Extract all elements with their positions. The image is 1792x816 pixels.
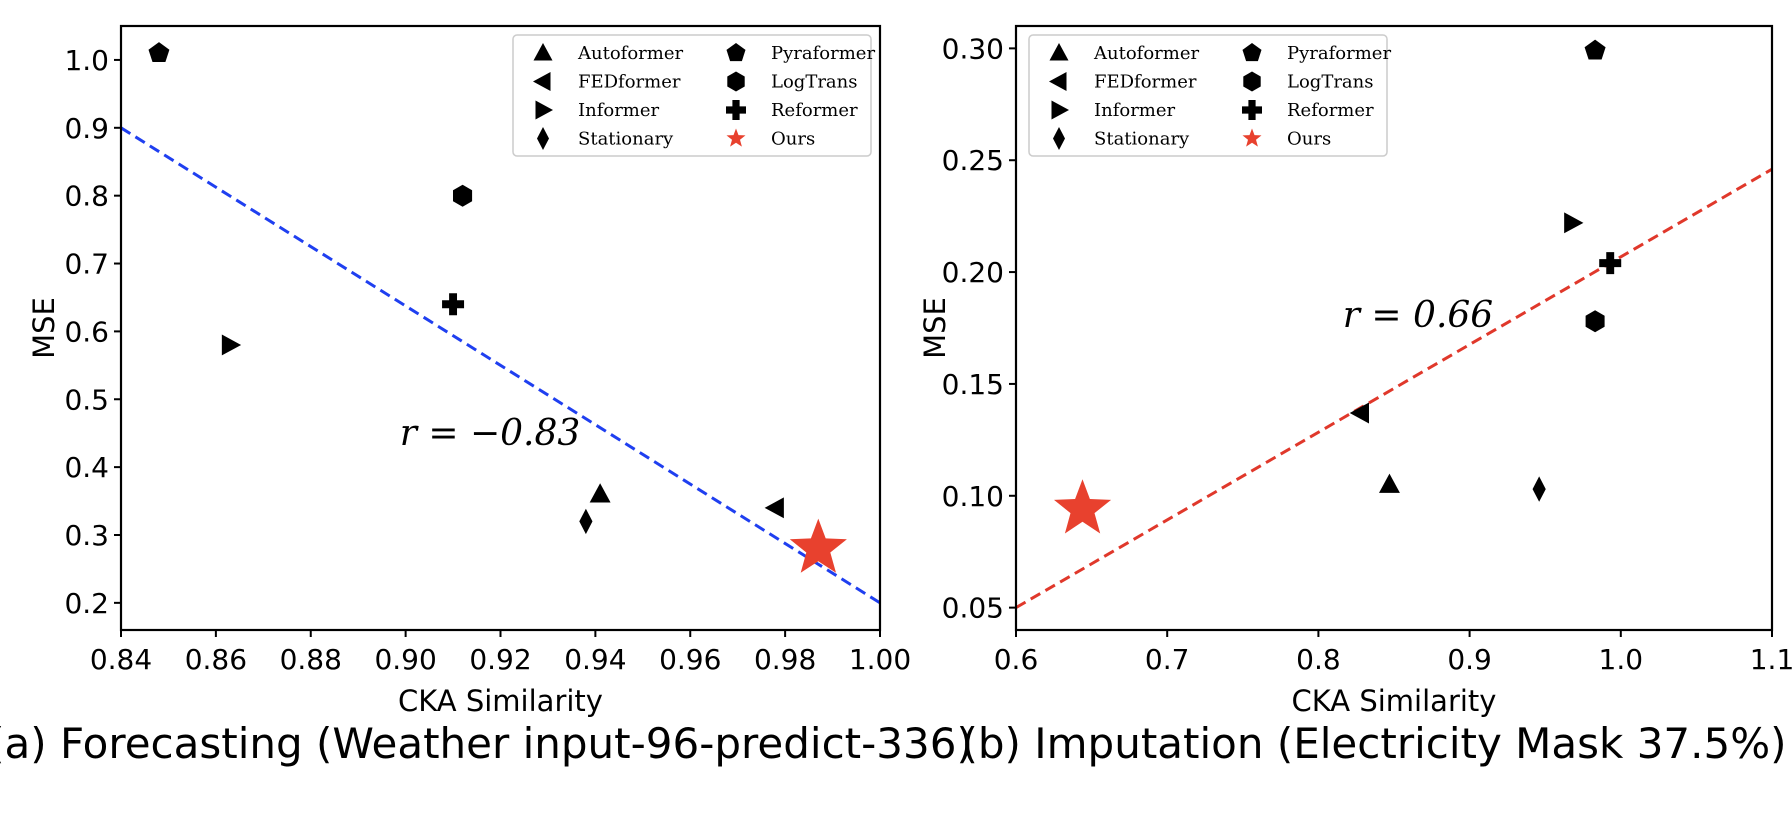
x-tick-label: 1.1 [1750, 643, 1792, 676]
legend-informer-icon [1051, 100, 1069, 120]
legend-pyraformer-icon [726, 43, 746, 62]
legend-label: Informer [578, 100, 660, 121]
x-tick-label: 0.7 [1145, 643, 1190, 676]
point-ours [789, 518, 847, 573]
y-axis-label: MSE [27, 297, 61, 359]
x-tick-label: 0.94 [564, 643, 626, 676]
point-informer [221, 334, 242, 356]
x-tick-label: 0.90 [374, 643, 436, 676]
point-autoformer [1379, 473, 1400, 493]
point-pyraformer [148, 42, 170, 62]
chart-caption: (b) Imputation (Electricity Mask 37.5%) [961, 719, 1786, 768]
legend-label: Pyraformer [771, 43, 875, 64]
point-ours [1054, 479, 1112, 534]
legend-logtrans-icon [1243, 71, 1261, 92]
legend-box [512, 34, 872, 157]
y-tick-label: 0.20 [942, 256, 1004, 289]
x-tick-label: 0.86 [185, 643, 247, 676]
legend-fedformer-icon [1049, 72, 1067, 91]
fit-line [121, 126, 880, 605]
fit-line [1016, 167, 1772, 609]
correlation-annotation: r = 0.66 [1343, 295, 1493, 336]
legend-label: Reformer [1287, 100, 1374, 121]
legend-box [1028, 34, 1388, 157]
chart-caption: (a) Forecasting (Weather input-96-predic… [0, 719, 973, 768]
legend-label: Autoformer [1093, 43, 1199, 64]
point-fedformer [1349, 402, 1369, 424]
legend-label: Ours [1287, 129, 1331, 150]
legend-autoformer-icon [1049, 43, 1069, 61]
legend-label: LogTrans [771, 72, 857, 93]
legend: Autoformer Pyraformer FEDformer LogTrans Inf… [1028, 34, 1391, 157]
y-tick-label: 0.10 [942, 480, 1004, 513]
y-tick-label: 0.3 [64, 519, 109, 552]
legend-label: Pyraformer [1287, 43, 1391, 64]
legend-fedformer-icon [533, 72, 551, 91]
legend-label: Stationary [578, 129, 674, 150]
y-tick-label: 0.05 [942, 592, 1004, 625]
legend-label: Stationary [1094, 129, 1190, 150]
legend-informer-icon [535, 100, 553, 120]
legend-stationary-icon [537, 127, 549, 150]
y-tick-label: 0.2 [64, 587, 109, 620]
legend: Autoformer Pyraformer FEDformer LogTrans Inf… [512, 34, 875, 157]
legend-label: LogTrans [1287, 72, 1373, 93]
y-tick-label: 0.8 [64, 180, 109, 213]
y-tick-label: 0.4 [64, 451, 109, 484]
x-tick-label: 1.0 [1599, 643, 1644, 676]
legend-label: Informer [1094, 100, 1176, 121]
point-logtrans [453, 184, 473, 207]
x-tick-label: 0.88 [280, 643, 342, 676]
y-tick-label: 0.6 [64, 315, 109, 348]
x-axis-label: CKA Similarity [398, 684, 603, 718]
y-tick-label: 0.9 [64, 112, 109, 145]
chart-imputation: 0.6 0.7 0.8 0.9 1.0 1.1 0.05 0.10 0.15 0.20 0.25 0.… [918, 24, 1792, 768]
point-informer [1564, 212, 1584, 234]
correlation-annotation: r = −0.83 [400, 413, 581, 454]
x-tick-label: 0.6 [994, 643, 1039, 676]
legend-autoformer-icon [533, 43, 553, 61]
axes-frame [1014, 24, 1774, 632]
legend-stationary-icon [1053, 127, 1065, 150]
legend-logtrans-icon [727, 71, 745, 92]
point-fedformer [764, 497, 784, 519]
y-tick-label: 0.30 [942, 32, 1004, 65]
legend-pyraformer-icon [1242, 43, 1262, 62]
x-tick-label: 0.98 [754, 643, 816, 676]
x-tick-label: 0.96 [659, 643, 721, 676]
x-tick-label: 0.84 [90, 643, 152, 676]
y-tick-label: 0.25 [942, 144, 1004, 177]
point-reformer [1599, 252, 1622, 275]
y-tick-label: 0.5 [64, 383, 109, 416]
legend-reformer-icon [1242, 100, 1262, 120]
x-tick-label: 1.00 [849, 643, 911, 676]
x-tick-label: 0.8 [1296, 643, 1341, 676]
y-tick-label: 0.15 [942, 368, 1004, 401]
x-tick-label: 0.92 [469, 643, 531, 676]
legend-label: Autoformer [577, 43, 683, 64]
y-tick-label: 0.7 [64, 248, 109, 281]
x-axis-label: CKA Similarity [1292, 684, 1497, 718]
legend-label: Reformer [771, 100, 858, 121]
legend-ours-icon [726, 128, 746, 147]
legend-ours-icon [1242, 128, 1262, 147]
point-reformer [442, 293, 465, 316]
legend-label: FEDformer [578, 72, 681, 93]
chart-forecasting: 0.84 0.86 0.88 0.90 0.92 0.94 0.96 0.98 1.00 0.2 0… [0, 24, 973, 768]
legend-label: FEDformer [1094, 72, 1197, 93]
y-tick-label: 1.0 [64, 44, 109, 77]
point-stationary [1532, 476, 1546, 502]
legend-reformer-icon [726, 100, 746, 120]
point-pyraformer [1584, 39, 1606, 60]
point-stationary [579, 508, 593, 535]
x-tick-label: 0.9 [1447, 643, 1492, 676]
point-autoformer [589, 483, 611, 503]
y-axis-label: MSE [918, 297, 952, 359]
point-logtrans [1585, 310, 1605, 333]
legend-label: Ours [771, 129, 815, 150]
